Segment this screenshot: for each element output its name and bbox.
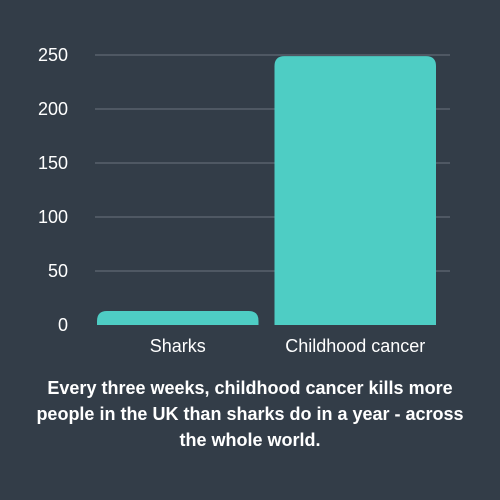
y-axis-ticks: 0 50 100 150 200 250: [38, 45, 68, 335]
x-category-label: Sharks: [150, 336, 206, 356]
x-axis-categories: Sharks Childhood cancer: [150, 336, 426, 356]
y-tick-label: 0: [58, 315, 68, 335]
chart-caption: Every three weeks, childhood cancer kill…: [36, 378, 464, 450]
y-tick-label: 150: [38, 153, 68, 173]
y-tick-label: 200: [38, 99, 68, 119]
bar-sharks: [97, 310, 259, 325]
bar-childhood-cancer: [274, 56, 436, 325]
bars: [97, 56, 436, 325]
y-tick-label: 250: [38, 45, 68, 65]
y-tick-label: 50: [48, 261, 68, 281]
x-category-label: Childhood cancer: [285, 336, 425, 356]
y-tick-label: 100: [38, 207, 68, 227]
bar-chart: 0 50 100 150 200 250 Sharks Childhood cancer: [38, 45, 450, 356]
